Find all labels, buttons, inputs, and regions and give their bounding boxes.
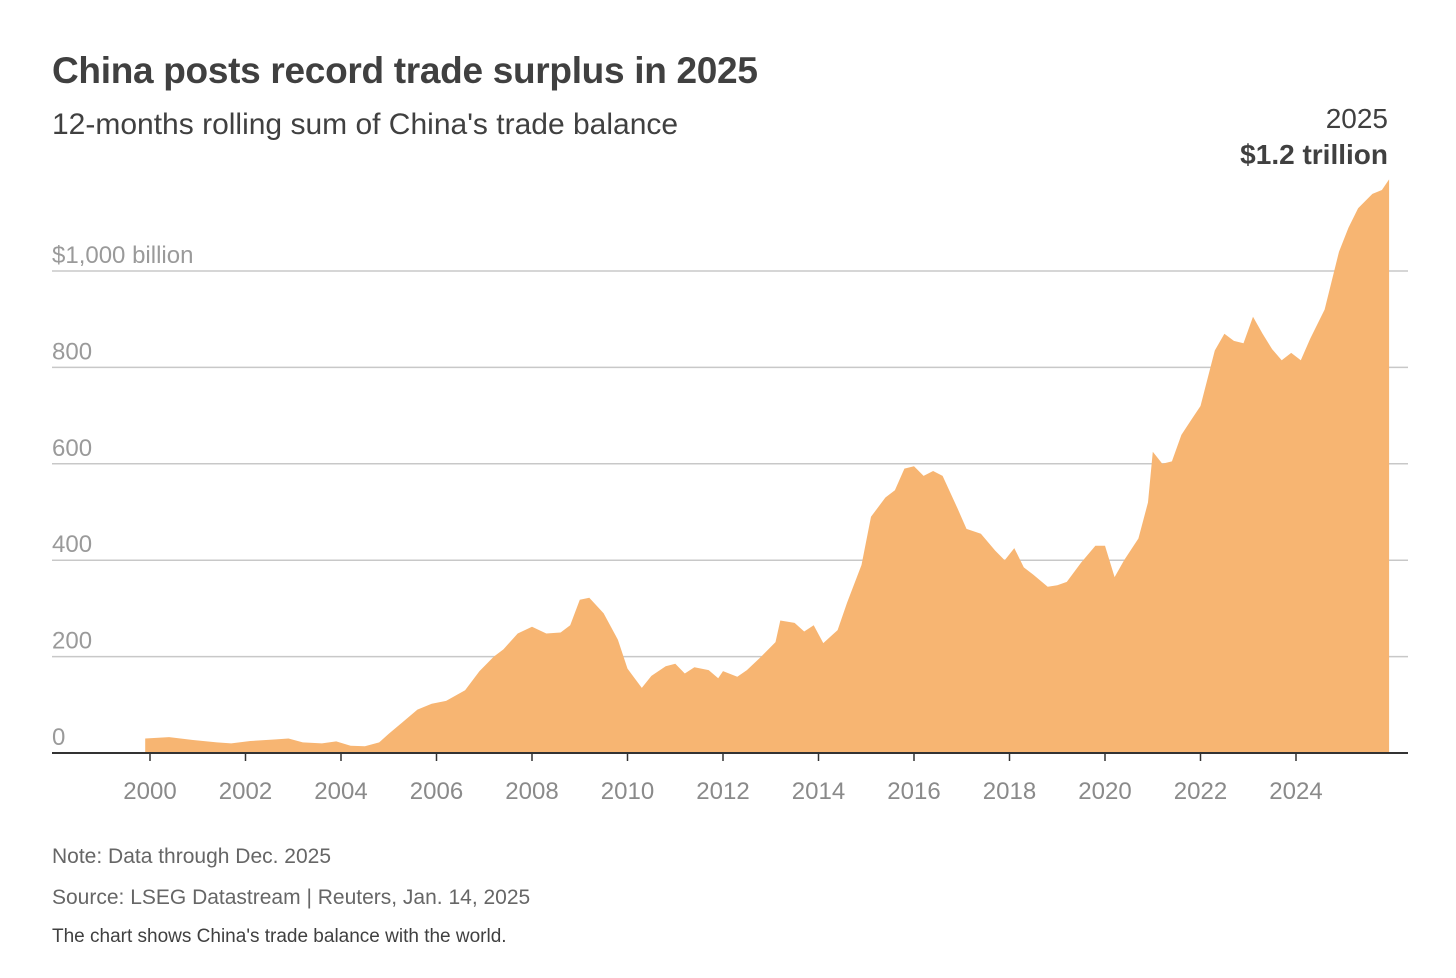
chart-description: The chart shows China's trade balance wi… bbox=[52, 926, 507, 947]
chart-source: Source: LSEG Datastream | Reuters, Jan. … bbox=[52, 886, 531, 909]
y-tick-label: $1,000 billion bbox=[52, 242, 193, 269]
x-tick-label: 2006 bbox=[410, 778, 463, 805]
y-tick-label: 200 bbox=[52, 628, 92, 655]
x-tick-label: 2008 bbox=[505, 778, 558, 805]
y-tick-label: 400 bbox=[52, 531, 92, 558]
x-tick-label: 2016 bbox=[887, 778, 940, 805]
annotation-year: 2025 bbox=[1326, 103, 1388, 134]
x-tick-label: 2022 bbox=[1174, 778, 1227, 805]
x-tick-label: 2024 bbox=[1269, 778, 1322, 805]
x-tick-label: 2004 bbox=[314, 778, 367, 805]
end-annotation: 2025 $1.2 trillion bbox=[1240, 103, 1388, 170]
annotation-value: $1.2 trillion bbox=[1240, 139, 1388, 170]
x-tick-label: 2018 bbox=[983, 778, 1036, 805]
y-tick-label: 600 bbox=[52, 435, 92, 462]
area-series bbox=[145, 179, 1390, 753]
x-tick-label: 2014 bbox=[792, 778, 845, 805]
chart-note: Note: Data through Dec. 2025 bbox=[52, 845, 332, 868]
trade-balance-area bbox=[145, 179, 1390, 753]
x-tick-label: 2020 bbox=[1078, 778, 1131, 805]
chart-subtitle: 12-months rolling sum of China's trade b… bbox=[52, 108, 679, 141]
chart-title: China posts record trade surplus in 2025 bbox=[52, 50, 758, 91]
x-tick-label: 2002 bbox=[219, 778, 272, 805]
y-tick-label: 0 bbox=[52, 724, 65, 751]
x-tick-label: 2000 bbox=[123, 778, 176, 805]
y-tick-label: 800 bbox=[52, 338, 92, 365]
x-tick-label: 2012 bbox=[696, 778, 749, 805]
axes: 2000 2002 2004 2006 2008 2010 2012 2014 2016 2018… bbox=[52, 752, 1408, 805]
x-tick-label: 2010 bbox=[601, 778, 654, 805]
trade-balance-chart: 0 200 400 600 800 $1,000 billion 2000 2002 2004… bbox=[52, 103, 1408, 805]
